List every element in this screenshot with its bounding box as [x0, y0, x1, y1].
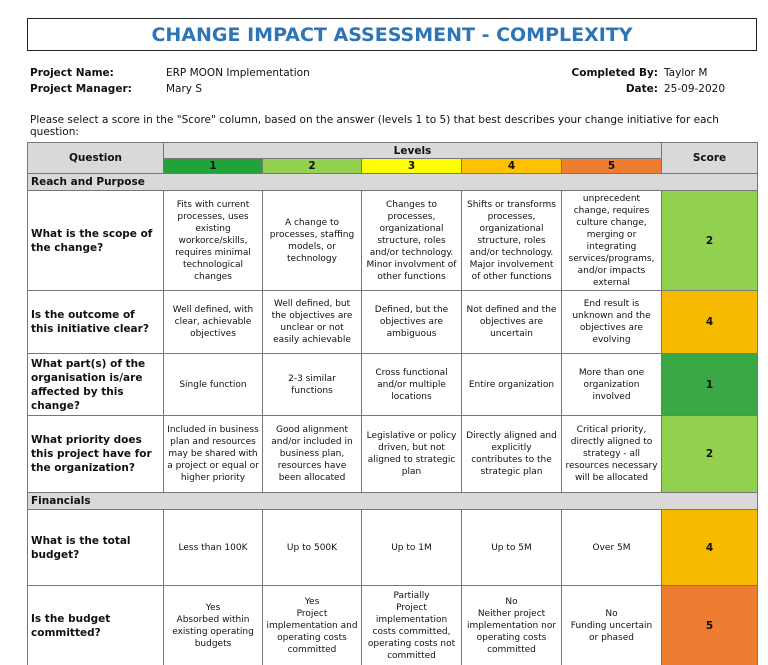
option: Up to 5M [461, 509, 562, 586]
option: Directly aligned and explicitly contribu… [461, 415, 562, 493]
level-header: 5 [561, 158, 662, 174]
option: Included in business plan and resources … [163, 415, 263, 493]
score: 5 [661, 585, 758, 665]
option: Yes Absorbed within existing operating b… [163, 585, 263, 665]
option: Entire organization [461, 353, 562, 416]
question: Is the budget committed? [27, 585, 164, 665]
score: 2 [661, 415, 758, 493]
label: Date: [625, 83, 658, 95]
section-header: Financials [27, 492, 758, 510]
question: What part(s) of the organisation is/are … [27, 353, 164, 416]
option: No Neither project implementation nor op… [461, 585, 562, 665]
option: Up to 500K [262, 509, 362, 586]
option: Single function [163, 353, 263, 416]
score: 4 [661, 290, 758, 354]
section-header: Reach and Purpose [27, 173, 758, 191]
score: 2 [661, 190, 758, 291]
option: Fits with current processes, uses existi… [163, 190, 263, 291]
option: More than one organization involved [561, 353, 662, 416]
column-header: Score [661, 142, 758, 174]
value: 25-09-2020 [664, 83, 726, 95]
option: Changes to processes, organizational str… [361, 190, 462, 291]
option: Yes Project implementation and operating… [262, 585, 362, 665]
option: Critical priority, directly aligned to s… [561, 415, 662, 493]
option: Less than 100K [163, 509, 263, 586]
option: Cross functional and/or multiple locatio… [361, 353, 462, 416]
label: Project Name: [30, 67, 114, 79]
score: 4 [661, 509, 758, 586]
value: Mary S [166, 83, 203, 95]
option: Legislative or policy driven, but not al… [361, 415, 462, 493]
instruction: Please select a score in the "Score" col… [30, 114, 719, 138]
level-header: 1 [163, 158, 263, 174]
label: Completed By: [571, 67, 658, 79]
column-header: Levels [163, 142, 662, 159]
score: 1 [661, 353, 758, 416]
level-header: 4 [461, 158, 562, 174]
option: Shifts or transforms processes, organiza… [461, 190, 562, 291]
question: What is the scope of the change? [27, 190, 164, 291]
option: End result is unknown and the objectives… [561, 290, 662, 354]
value: Taylor M [664, 67, 708, 79]
question: What is the total budget? [27, 509, 164, 586]
question: What priority does this project have for… [27, 415, 164, 493]
option: Well defined, with clear, achievable obj… [163, 290, 263, 354]
option: Defined, but the objectives are ambiguou… [361, 290, 462, 354]
option: Good alignment and/or included in busine… [262, 415, 362, 493]
level-header: 2 [262, 158, 362, 174]
question: Is the outcome of this initiative clear? [27, 290, 164, 354]
option: Over 5M [561, 509, 662, 586]
label: Project Manager: [30, 83, 132, 95]
option: Not defined and the objectives are uncer… [461, 290, 562, 354]
option: 2-3 similar functions [262, 353, 362, 416]
level-header: 3 [361, 158, 462, 174]
title: CHANGE IMPACT ASSESSMENT - COMPLEXITY [27, 18, 757, 51]
column-header: Question [27, 142, 164, 174]
option: No Funding uncertain or phased [561, 585, 662, 665]
option: Ground breaking, unprecedent change, req… [561, 190, 662, 291]
option: Well defined, but the objectives are unc… [262, 290, 362, 354]
option: Up to 1M [361, 509, 462, 586]
value: ERP MOON Implementation [166, 67, 310, 79]
option: A change to processes, staffing models, … [262, 190, 362, 291]
option: Partially Project implementation costs c… [361, 585, 462, 665]
